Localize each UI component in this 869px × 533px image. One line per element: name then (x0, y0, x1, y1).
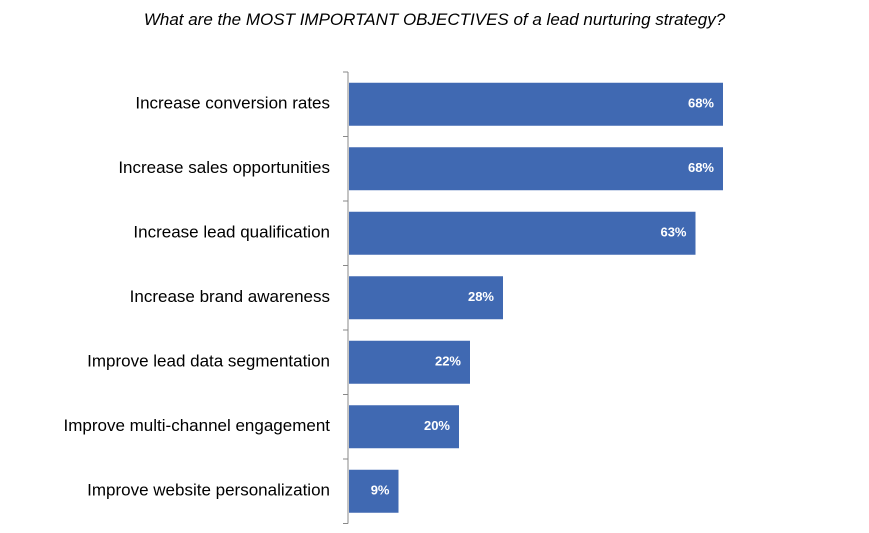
bar (349, 211, 696, 255)
data-label: 22% (435, 354, 461, 369)
category-label: Improve website personalization (87, 481, 330, 500)
data-label: 9% (371, 483, 390, 498)
category-label: Increase conversion rates (135, 94, 330, 113)
data-label: 28% (468, 289, 494, 304)
data-label: 63% (660, 225, 686, 240)
bar (349, 147, 723, 191)
bars (349, 82, 723, 513)
category-label: Increase sales opportunities (118, 158, 330, 177)
category-label: Improve lead data segmentation (87, 352, 330, 371)
bar (349, 82, 723, 126)
bar (349, 405, 459, 449)
data-label: 68% (688, 160, 714, 175)
category-labels: Increase conversion rates Increase sales … (64, 94, 331, 500)
axis-ticks (343, 71, 348, 524)
value-labels: 68% 68% 63% 28% 22% 20% 9% (371, 96, 715, 498)
bar (349, 469, 399, 513)
data-label: 20% (424, 418, 450, 433)
category-label: Improve multi-channel engagement (64, 416, 331, 435)
bar (349, 340, 470, 384)
category-label: Increase lead qualification (133, 223, 330, 242)
bar (349, 276, 503, 320)
chart-title: What are the MOST IMPORTANT OBJECTIVES o… (143, 10, 726, 29)
data-label: 68% (688, 96, 714, 111)
category-label: Increase brand awareness (130, 287, 330, 306)
